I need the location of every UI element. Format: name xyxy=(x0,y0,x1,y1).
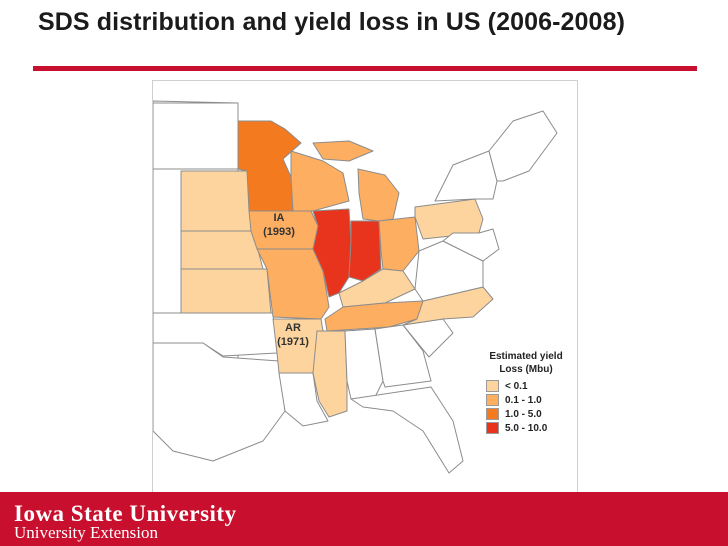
annotation-ar-year: (1971) xyxy=(277,336,309,348)
legend-title: Estimated yield Loss (Mbu) xyxy=(476,350,576,376)
legend-swatch xyxy=(486,380,499,392)
annotation-ia: IA (1993) xyxy=(259,211,299,239)
legend-entry: < 0.1 xyxy=(486,379,576,393)
legend-label: 0.1 - 1.0 xyxy=(505,394,542,406)
state-tx xyxy=(153,342,286,462)
legend-entry: 5.0 - 10.0 xyxy=(486,421,576,435)
legend-label: 5.0 - 10.0 xyxy=(505,422,548,434)
legend-label: 1.0 - 5.0 xyxy=(505,408,542,420)
state-ne xyxy=(180,230,264,270)
state-in xyxy=(348,220,382,282)
state-pa xyxy=(414,198,484,240)
state-ks xyxy=(180,268,272,314)
legend-title-line1: Estimated yield xyxy=(489,351,563,362)
title-divider xyxy=(33,66,697,71)
annotation-ar: AR (1971) xyxy=(273,321,313,349)
state-sd xyxy=(180,170,252,232)
state-wi xyxy=(290,150,350,212)
state-ny xyxy=(434,150,498,202)
slide-title: SDS distribution and yield loss in US (2… xyxy=(38,8,625,36)
state-il xyxy=(312,208,352,298)
legend-swatch xyxy=(486,408,499,420)
state-mi xyxy=(357,168,400,222)
university-footer: Iowa State University University Extensi… xyxy=(0,492,728,546)
legend-title-line2: Loss (Mbu) xyxy=(499,364,553,375)
legend-swatch xyxy=(486,422,499,434)
extension-wordmark: University Extension xyxy=(14,523,159,542)
legend-label: < 0.1 xyxy=(505,380,528,392)
annotation-ar-state: AR xyxy=(285,322,301,334)
state-nj-md xyxy=(442,228,500,262)
legend-swatch xyxy=(486,394,499,406)
us-map xyxy=(153,100,558,474)
university-wordmark: Iowa State University xyxy=(14,501,237,526)
state-mi-up xyxy=(312,140,374,162)
annotation-ia-year: (1993) xyxy=(263,226,295,238)
legend-entry: 1.0 - 5.0 xyxy=(486,407,576,421)
state-fl xyxy=(350,386,464,474)
map-legend: Estimated yield Loss (Mbu) < 0.1 0.1 - 1… xyxy=(476,350,576,435)
state-nd xyxy=(153,102,239,170)
state-ne-england xyxy=(488,110,558,182)
state-oh xyxy=(378,216,420,272)
legend-entry: 0.1 - 1.0 xyxy=(486,393,576,407)
us-map-panel: IA (1993) AR (1971) xyxy=(152,80,578,494)
annotation-ia-state: IA xyxy=(273,212,285,224)
